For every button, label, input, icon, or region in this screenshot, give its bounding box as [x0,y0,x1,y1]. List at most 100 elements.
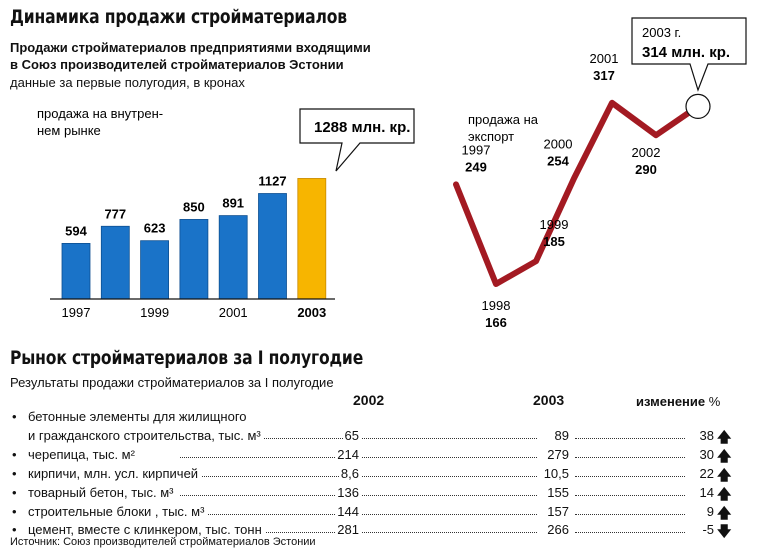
row-label: и гражданского строительства, тыс. м³ [28,428,264,443]
subtitle-line-2: в Союз производителей стройматериалов Эс… [10,57,344,72]
bar-callout-box [299,108,415,172]
value-2002: 136 [335,485,359,500]
line-callout-year: 2003 г. [642,25,681,40]
row-bullet: • [12,447,17,462]
row-label: кирпичи, млн. усл. кирпичей [28,466,202,481]
point-value-1998: 166 [485,315,507,330]
x-tick-label-1999: 1999 [140,305,169,320]
bar-chart-label-2: нем рынке [37,123,101,138]
point-year-2001: 2001 [590,51,619,66]
bar-value-label-1999: 623 [144,221,166,236]
arrow-up-icon: 🡅 [717,429,732,445]
point-value-2000: 254 [547,153,569,168]
bar-1999 [140,240,170,300]
line-callout-box [631,17,747,92]
dot-leader [362,504,537,515]
value-2003: 89 [552,428,569,443]
dot-leader [180,447,355,458]
point-year-2000: 2000 [544,136,573,151]
arrow-down-icon: 🡇 [717,523,732,539]
dot-leader [362,522,537,533]
bar-1997 [61,243,91,300]
row-bullet: • [12,522,17,537]
point-year-1999: 1999 [540,217,569,232]
row-label: бетонные элементы для жилищного [28,409,250,424]
bar-value-label-2002: 1127 [258,174,286,189]
value-2002: 8,6 [338,466,359,481]
col-header-change-label: изменение [636,394,706,409]
bar-value-label-1997: 594 [65,223,87,238]
bar-callout-text: 1288 млн. кр. [314,119,410,136]
point-year-1997: 1997 [462,142,491,157]
arrow-up-icon: 🡅 [717,448,732,464]
dot-leader [362,466,537,477]
dot-leader [180,485,355,496]
export-2003-marker [685,93,711,120]
value-2003: 155 [545,485,569,500]
dot-leader [180,428,355,439]
col-header-change: изменение % [636,394,720,409]
table-row: • бетонные элементы для жилищного [0,409,757,427]
market-subtitle: Результаты продажи стройматериалов за I … [10,375,334,390]
value-2002: 281 [335,522,359,537]
value-change: -5 [700,522,714,537]
dot-leader [180,466,355,477]
x-tick-label-2003: 2003 [297,305,326,320]
bar-value-label-2000: 850 [183,199,205,214]
row-bullet: • [12,485,17,500]
dot-leader [575,428,685,439]
value-2002: 214 [335,447,359,462]
export-sales-line-chart: продажа на экспорт 1997 249 1998 166 1999 185… [453,17,747,330]
dot-leader [575,466,685,477]
table-row: • строительные блоки , тыс. м³ 144 157 9 🡅 [0,504,757,522]
col-header-change-unit: % [708,394,721,409]
line-chart-label-1: продажа на [468,112,539,127]
value-change: 9 [704,504,714,519]
dot-leader [575,447,685,458]
bar-2003 [297,178,327,300]
table-row: • черепица, тыс. м² 214 279 30 🡅 [0,447,757,465]
dot-leader [362,485,537,496]
bar-value-label-2001: 891 [222,196,244,211]
dot-leader [180,504,355,515]
value-2003: 157 [545,504,569,519]
value-2003: 266 [545,522,569,537]
bar-chart-label-1: продажа на внутрен- [37,106,163,121]
value-change: 14 [697,485,714,500]
source-note: Источник: Союз производителей стройматер… [10,536,316,548]
bar-2002 [258,193,287,300]
arrow-up-icon: 🡅 [717,467,732,483]
row-label: цемент, вместе с клинкером, тыс. тонн [28,522,265,537]
units-note: данные за первые полугодия, в кронах [10,75,245,90]
table-row: • цемент, вместе с клинкером, тыс. тонн 28… [0,522,757,540]
export-series-line [453,99,701,287]
table-row: и гражданского строительства, тыс. м³ 65 8… [0,428,757,446]
value-change: 22 [697,466,714,481]
dot-leader [362,447,537,458]
row-label: черепица, тыс. м² [28,447,138,462]
row-label: товарный бетон, тыс. м³ [28,485,177,500]
row-bullet: • [12,466,17,481]
row-bullet: • [12,504,17,519]
bar-2001 [218,215,248,300]
bar-value-label-1998: 777 [104,206,126,221]
value-change: 38 [697,428,714,443]
arrow-up-icon: 🡅 [717,486,732,502]
point-value-2002: 290 [635,162,657,177]
value-2002: 65 [342,428,359,443]
page-title: Динамика продажи стройматериалов [10,6,347,28]
x-tick-label-1997: 1997 [62,305,91,320]
dot-leader [362,428,537,439]
dot-leader [575,504,685,515]
bar-2000 [179,219,209,300]
bar-1998 [100,225,130,300]
value-2003: 10,5 [541,466,569,481]
value-2003: 279 [545,447,569,462]
arrow-up-icon: 🡅 [717,505,732,521]
point-year-1998: 1998 [482,298,511,313]
dot-leader [575,485,685,496]
table-row: • товарный бетон, тыс. м³ 136 155 14 🡅 [0,485,757,503]
value-change: 30 [697,447,714,462]
subtitle-line-1: Продажи стройматериалов предприятиями вх… [10,40,371,55]
point-value-1997: 249 [465,159,487,174]
